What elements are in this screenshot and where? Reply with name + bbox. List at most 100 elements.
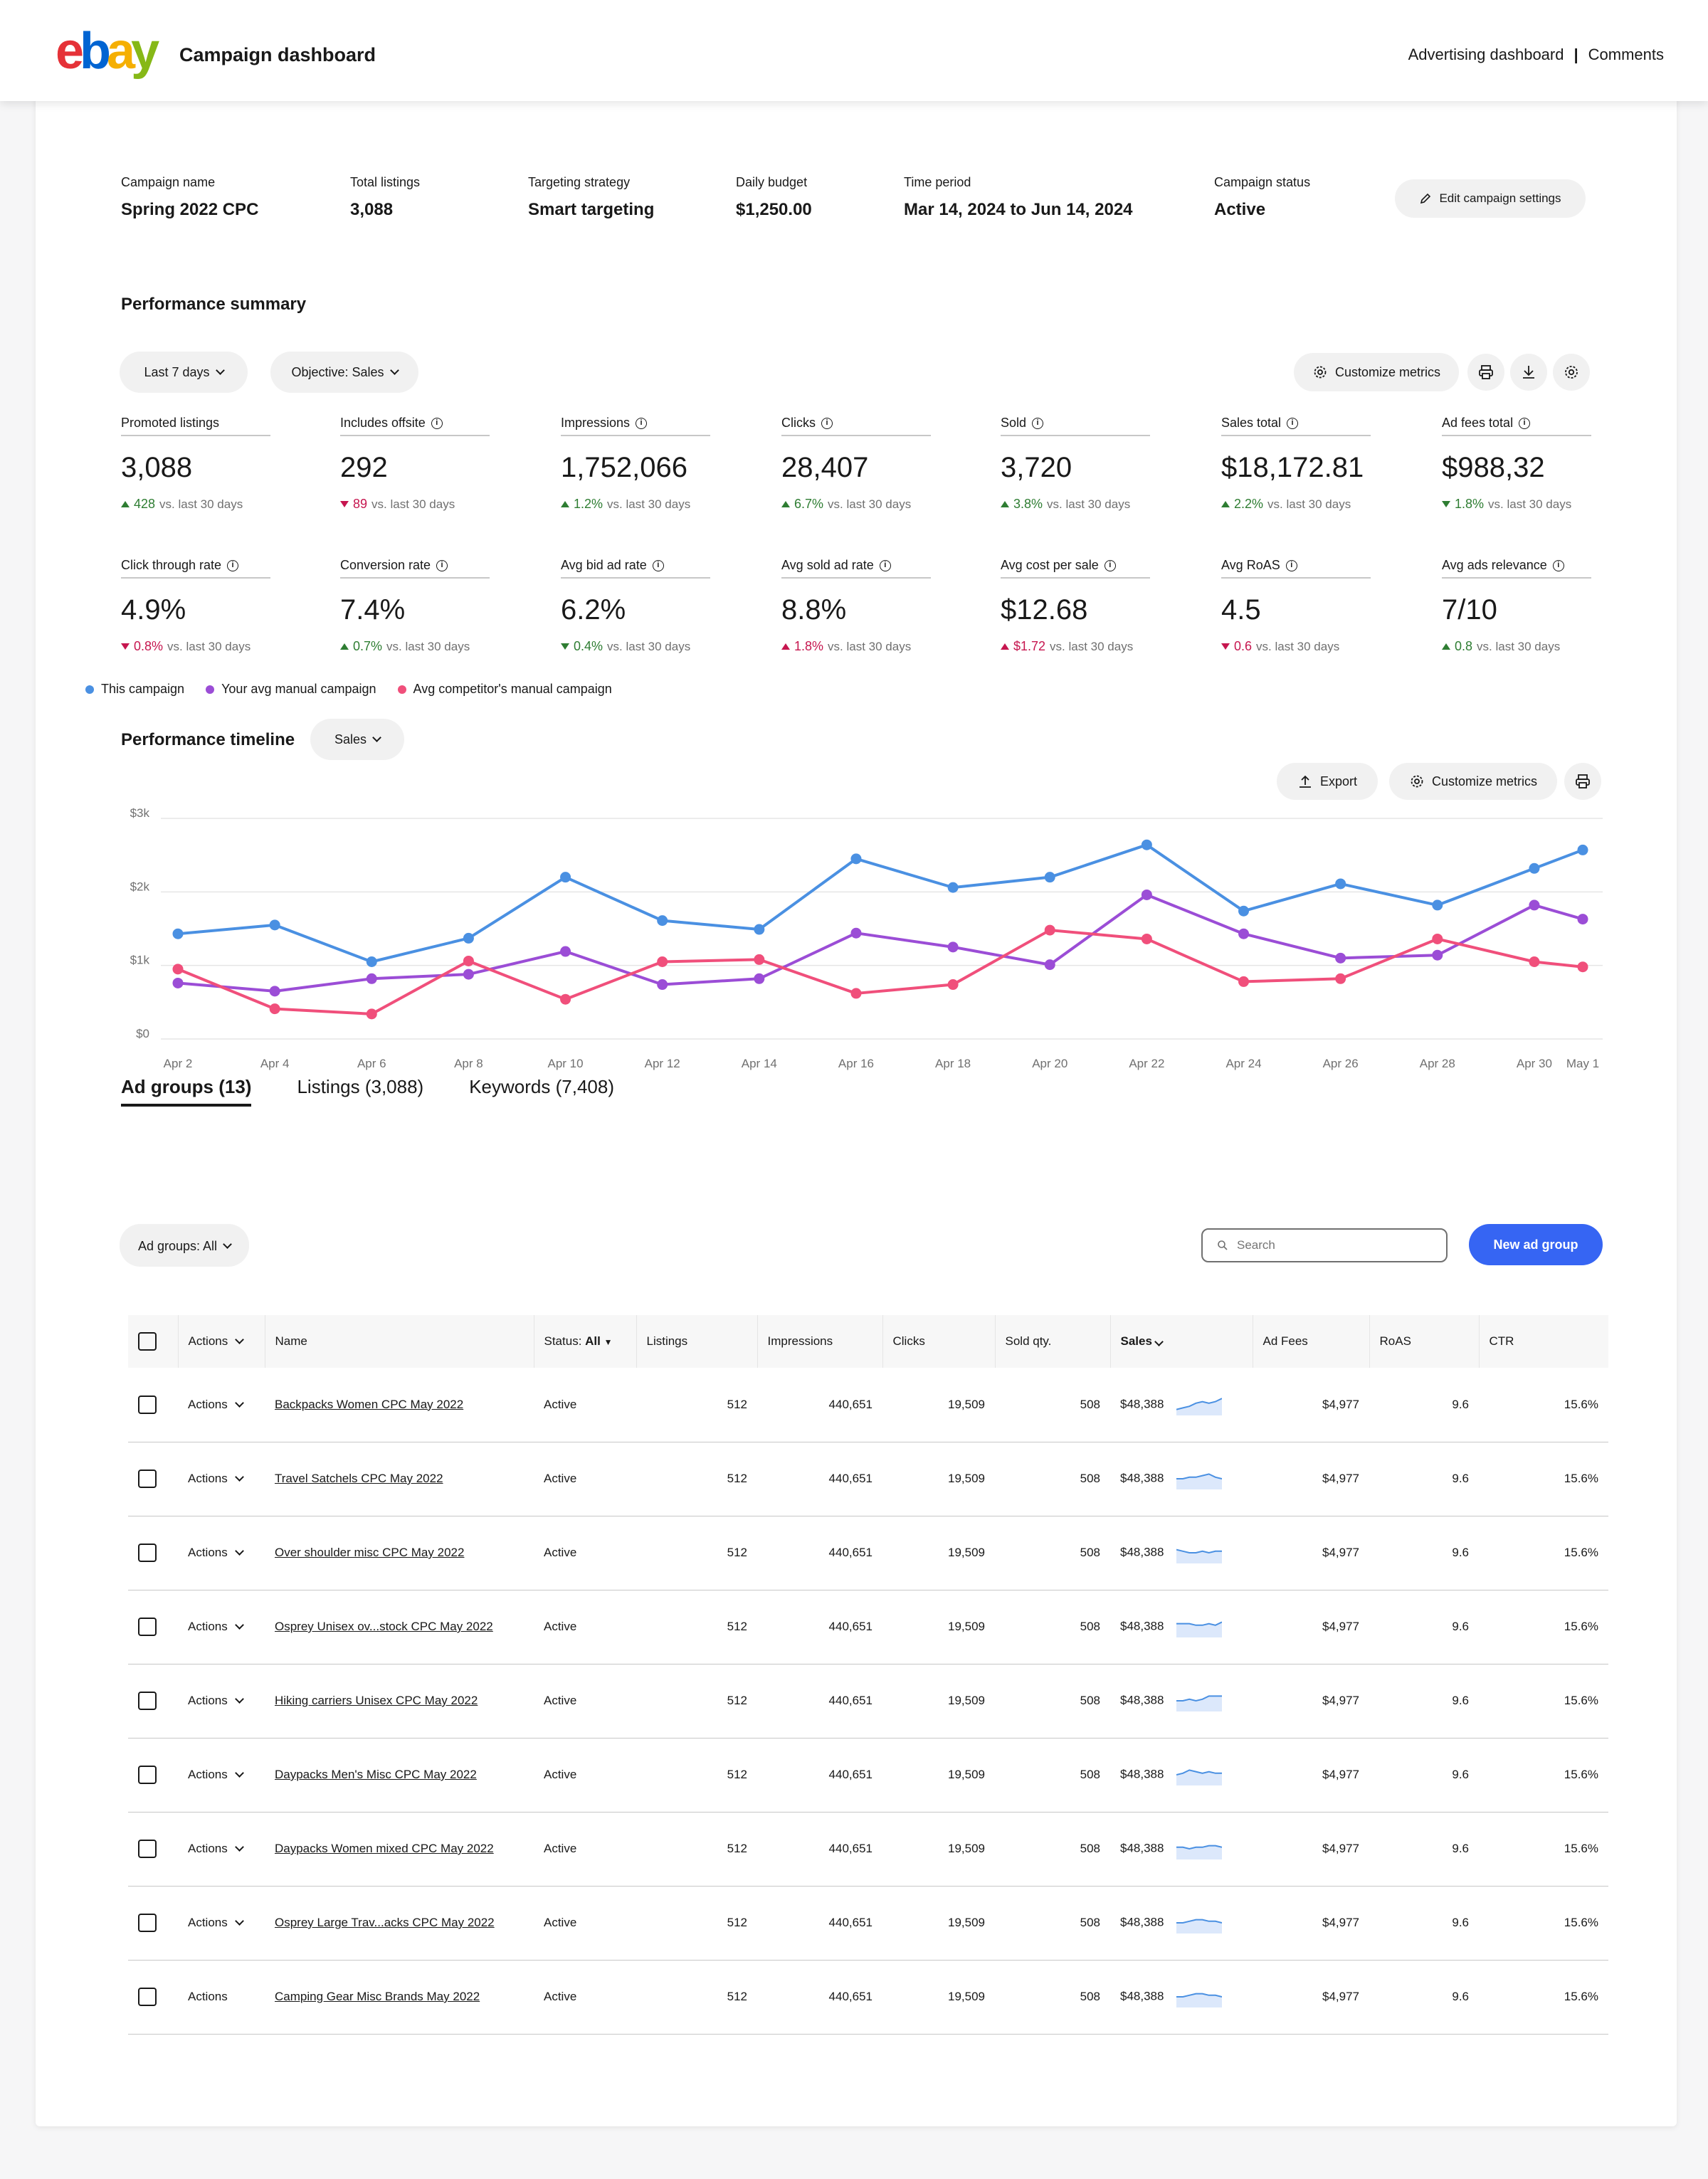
tab-ad-groups[interactable]: Ad groups (13) (121, 1076, 252, 1107)
metric-label-text: Sales total (1221, 416, 1282, 430)
row-checkbox[interactable] (138, 1766, 157, 1784)
row-status: Active (534, 1590, 636, 1664)
sales-header[interactable]: Sales (1110, 1315, 1253, 1368)
info-icon[interactable]: i (636, 417, 648, 429)
download-button[interactable] (1510, 354, 1547, 391)
advertising-dashboard-link[interactable]: Advertising dashboard (1408, 46, 1564, 63)
tab-keywords[interactable]: Keywords (7,408) (469, 1076, 614, 1097)
status-header-label: Status: (544, 1334, 582, 1348)
info-icon[interactable]: i (227, 559, 239, 571)
impressions-header[interactable]: Impressions (757, 1315, 883, 1368)
sparkline-area (1176, 1696, 1223, 1711)
gear-icon (1565, 366, 1578, 379)
table-row[interactable]: Actions Travel Satchels CPC May 2022 Act… (128, 1442, 1608, 1516)
print-button[interactable] (1467, 354, 1504, 391)
sold-qty-header[interactable]: Sold qty. (995, 1315, 1111, 1368)
sales-sparkline (1176, 1993, 1223, 2007)
listings-header[interactable]: Listings (636, 1315, 758, 1368)
row-actions-cell[interactable]: Actions (178, 1812, 265, 1887)
ad-group-name-link[interactable]: Travel Satchels CPC May 2022 (275, 1472, 443, 1485)
metric-label-text: Click through rate (121, 558, 222, 572)
sparkline-line (1176, 1695, 1223, 1702)
row-actions-cell[interactable]: Actions (178, 1516, 265, 1590)
info-icon[interactable]: i (1287, 417, 1299, 429)
info-icon[interactable]: i (1104, 559, 1116, 571)
ctr-header[interactable]: CTR (1479, 1315, 1608, 1368)
roas-header[interactable]: RoAS (1369, 1315, 1480, 1368)
row-actions-cell[interactable]: Actions (178, 1442, 265, 1516)
ad-group-name-link[interactable]: Camping Gear Misc Brands May 2022 (275, 1990, 480, 2003)
row-listings: 512 (636, 1738, 757, 1813)
row-checkbox[interactable] (138, 1840, 157, 1858)
settings-button[interactable] (1553, 354, 1590, 391)
table-row[interactable]: Actions Backpacks Women CPC May 2022 Act… (128, 1368, 1608, 1442)
table-row[interactable]: Actions Camping Gear Misc Brands May 202… (128, 1960, 1608, 2035)
search-box[interactable] (1201, 1228, 1448, 1262)
row-checkbox[interactable] (138, 1470, 157, 1488)
ad-fees-header[interactable]: Ad Fees (1253, 1315, 1370, 1368)
info-icon[interactable]: i (431, 417, 443, 429)
name-header[interactable]: Name (265, 1315, 534, 1368)
row-actions-cell[interactable]: Actions (178, 1738, 265, 1813)
table-row[interactable]: Actions Osprey Large Trav...acks CPC May… (128, 1886, 1608, 1961)
objective-filter[interactable]: Objective: Sales (270, 352, 418, 393)
row-checkbox[interactable] (138, 1988, 157, 2006)
row-checkbox[interactable] (138, 1395, 157, 1414)
sales-sparkline (1176, 1695, 1223, 1711)
ad-groups-filter-button[interactable]: Ad groups: All (120, 1225, 249, 1267)
info-icon[interactable]: i (1552, 559, 1564, 571)
row-checkbox[interactable] (138, 1618, 157, 1636)
table-row[interactable]: Actions Daypacks Women mixed CPC May 202… (128, 1812, 1608, 1887)
clicks-header[interactable]: Clicks (882, 1315, 996, 1368)
info-icon[interactable]: i (1032, 417, 1044, 429)
row-actions-cell[interactable]: Actions (178, 1368, 265, 1442)
row-actions-cell[interactable]: Actions (178, 1960, 265, 2035)
tab-listings[interactable]: Listings (3,088) (297, 1076, 424, 1097)
meta-value: Active (1214, 200, 1266, 219)
row-checkbox[interactable] (138, 1692, 157, 1710)
row-sales: $48,388 (1120, 1471, 1164, 1485)
row-checkbox[interactable] (138, 1914, 157, 1932)
row-actions-label: Actions (188, 1768, 228, 1781)
series-line-0 (177, 843, 1583, 964)
ad-group-name-link[interactable]: Daypacks Women mixed CPC May 2022 (275, 1842, 494, 1855)
export-button[interactable]: Export (1277, 763, 1378, 800)
table-row[interactable]: Actions Osprey Unisex ov...stock CPC May… (128, 1590, 1608, 1664)
customize-metrics-button[interactable]: Customize metrics (1294, 353, 1459, 391)
timeline-customize-metrics-button[interactable]: Customize metrics (1389, 763, 1557, 800)
actions-header[interactable]: Actions (178, 1315, 265, 1368)
timeline-print-button[interactable] (1564, 763, 1601, 800)
ad-group-name-link[interactable]: Osprey Large Trav...acks CPC May 2022 (275, 1916, 495, 1929)
info-icon[interactable]: i (652, 559, 664, 571)
timeline-metric-select[interactable]: Sales (310, 719, 404, 760)
row-actions-label: Actions (188, 1916, 228, 1929)
ad-group-name-link[interactable]: Over shoulder misc CPC May 2022 (275, 1546, 465, 1559)
table-row[interactable]: Actions Hiking carriers Unisex CPC May 2… (128, 1664, 1608, 1739)
info-icon[interactable]: i (436, 559, 448, 571)
ad-group-name-link[interactable]: Osprey Unisex ov...stock CPC May 2022 (275, 1620, 493, 1633)
status-header[interactable]: Status: All ▼ (534, 1315, 637, 1368)
row-actions-cell[interactable]: Actions (178, 1886, 265, 1961)
info-icon[interactable]: i (821, 417, 833, 429)
ad-group-name-link[interactable]: Hiking carriers Unisex CPC May 2022 (275, 1694, 478, 1707)
row-checkbox[interactable] (138, 1544, 157, 1562)
search-input[interactable] (1237, 1238, 1436, 1252)
sparkline-line (1176, 1919, 1223, 1924)
ebay-logo[interactable]: ebay (56, 26, 159, 77)
row-actions-cell[interactable]: Actions (178, 1664, 265, 1739)
edit-campaign-settings-button[interactable]: Edit campaign settings (1395, 179, 1586, 218)
period-filter[interactable]: Last 7 days (120, 352, 248, 393)
info-icon[interactable]: i (1285, 559, 1297, 571)
row-impressions: 440,651 (757, 1664, 882, 1739)
table-row[interactable]: Actions Daypacks Men's Misc CPC May 2022… (128, 1738, 1608, 1813)
ad-group-name-link[interactable]: Backpacks Women CPC May 2022 (275, 1397, 464, 1411)
select-all-checkbox[interactable] (138, 1332, 157, 1351)
info-icon[interactable]: i (879, 559, 891, 571)
new-ad-group-button[interactable]: New ad group (1469, 1224, 1603, 1265)
row-actions-cell[interactable]: Actions (178, 1590, 265, 1664)
ad-group-name-link[interactable]: Daypacks Men's Misc CPC May 2022 (275, 1768, 477, 1781)
table-row[interactable]: Actions Over shoulder misc CPC May 2022 … (128, 1516, 1608, 1590)
sparkline-line (1176, 1548, 1223, 1554)
info-icon[interactable]: i (1519, 417, 1531, 429)
comments-link[interactable]: Comments (1588, 46, 1664, 63)
